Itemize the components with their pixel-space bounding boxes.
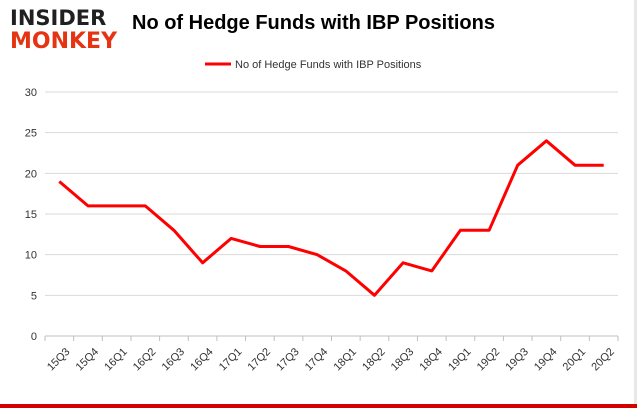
y-tick-label: 20 <box>25 168 37 180</box>
y-tick-label: 10 <box>25 250 37 262</box>
logo-word-insider: INSIDER <box>10 6 107 30</box>
x-tick-label: 15Q3 <box>45 346 73 374</box>
x-tick-label: 19Q1 <box>446 346 474 374</box>
x-tick-label: 18Q4 <box>417 346 445 374</box>
y-tick-label: 30 <box>25 87 37 99</box>
frame-bottom-rule <box>0 404 637 408</box>
x-tick-label: 16Q3 <box>160 346 188 374</box>
y-tick-label: 25 <box>25 128 37 140</box>
x-tick-label: 18Q1 <box>331 346 359 374</box>
x-tick-label: 19Q4 <box>532 346 560 374</box>
chart-title: No of Hedge Funds with IBP Positions <box>132 12 495 34</box>
x-tick-label: 18Q2 <box>360 346 388 374</box>
x-tick-label: 15Q4 <box>74 346 102 374</box>
x-tick-label: 20Q2 <box>589 346 617 374</box>
frame-right-rule <box>634 0 637 408</box>
x-tick-label: 19Q2 <box>475 346 503 374</box>
x-tick-label: 17Q2 <box>246 346 274 374</box>
series-line <box>58 139 604 297</box>
x-tick-label: 17Q1 <box>217 346 245 374</box>
y-tick-label: 5 <box>31 290 37 302</box>
legend-label: No of Hedge Funds with IBP Positions <box>235 59 422 71</box>
x-tick-label: 18Q3 <box>389 346 417 374</box>
insider-monkey-logo: INSIDER MONKEY <box>10 8 118 56</box>
y-tick-label: 0 <box>31 331 37 343</box>
logo-word-monkey: MONKEY <box>10 29 118 54</box>
y-tick-label: 15 <box>25 209 37 221</box>
x-tick-label: 16Q4 <box>188 346 216 374</box>
x-tick-label: 20Q1 <box>561 346 589 374</box>
x-tick-label: 16Q1 <box>102 346 130 374</box>
x-tick-label: 16Q2 <box>131 346 159 374</box>
x-tick-label: 17Q3 <box>274 346 302 374</box>
x-tick-label: 17Q4 <box>303 346 331 374</box>
x-tick-label: 19Q3 <box>503 346 531 374</box>
